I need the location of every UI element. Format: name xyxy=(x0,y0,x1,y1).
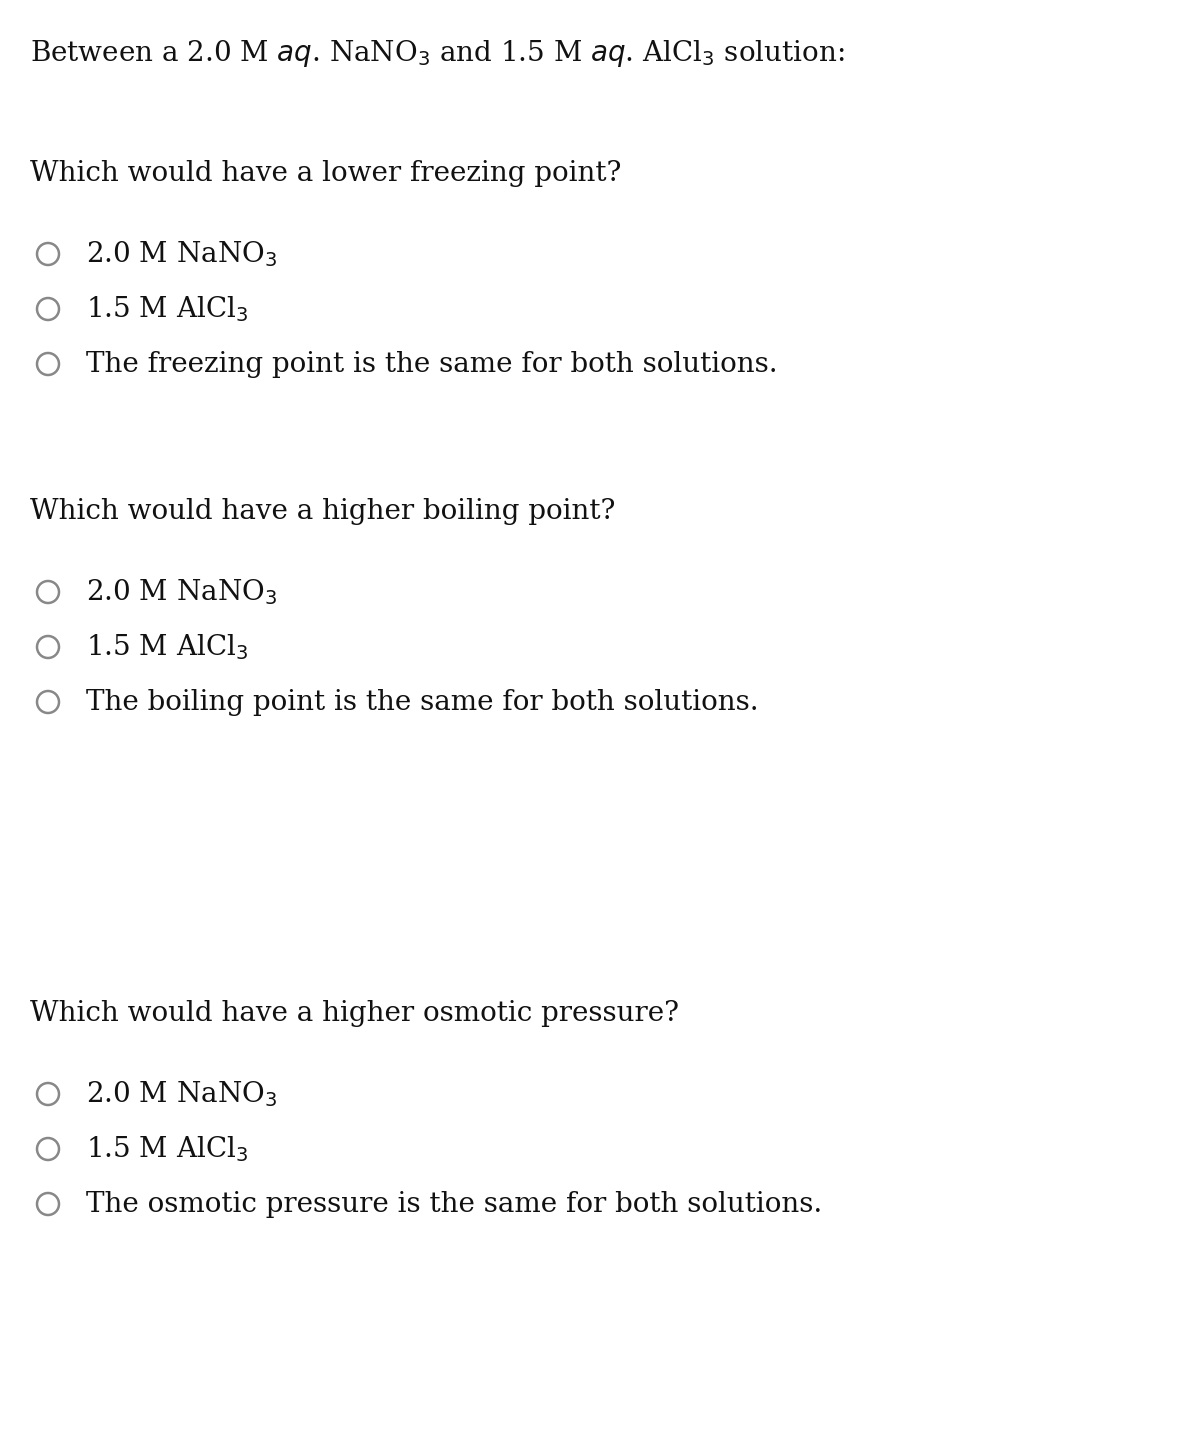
Text: 2.0 M NaNO$_3$: 2.0 M NaNO$_3$ xyxy=(86,577,277,606)
Text: 2.0 M NaNO$_3$: 2.0 M NaNO$_3$ xyxy=(86,239,277,269)
Text: 1.5 M AlCl$_3$: 1.5 M AlCl$_3$ xyxy=(86,1134,248,1163)
Text: Between a 2.0 M $\it{aq}$. NaNO$_3$ and 1.5 M $\it{aq}$. AlCl$_3$ solution:: Between a 2.0 M $\it{aq}$. NaNO$_3$ and … xyxy=(30,38,845,69)
Text: 1.5 M AlCl$_3$: 1.5 M AlCl$_3$ xyxy=(86,294,248,324)
Text: The osmotic pressure is the same for both solutions.: The osmotic pressure is the same for bot… xyxy=(86,1191,823,1217)
Text: Which would have a higher osmotic pressure?: Which would have a higher osmotic pressu… xyxy=(30,1000,679,1027)
Text: 1.5 M AlCl$_3$: 1.5 M AlCl$_3$ xyxy=(86,632,248,661)
Text: 2.0 M NaNO$_3$: 2.0 M NaNO$_3$ xyxy=(86,1079,277,1108)
Text: Which would have a higher boiling point?: Which would have a higher boiling point? xyxy=(30,498,616,525)
Text: The boiling point is the same for both solutions.: The boiling point is the same for both s… xyxy=(86,689,760,715)
Text: Which would have a lower freezing point?: Which would have a lower freezing point? xyxy=(30,161,622,187)
Text: The freezing point is the same for both solutions.: The freezing point is the same for both … xyxy=(86,350,778,378)
